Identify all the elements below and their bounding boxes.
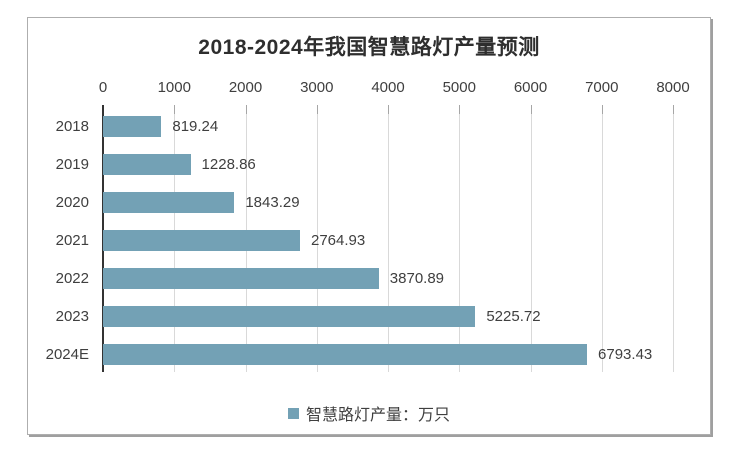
category-label: 2019 — [55, 156, 89, 173]
axis-tick-mark — [673, 105, 674, 114]
category-label: 2024E — [45, 346, 89, 363]
category-label: 2023 — [55, 308, 89, 325]
axis-tick-mark — [174, 105, 176, 114]
axis-tick-mark — [530, 105, 532, 114]
value-label: 819.24 — [172, 118, 219, 135]
bar-row: 2018 819.24 — [28, 105, 678, 143]
gridline — [459, 105, 461, 372]
chart-frame: 2018-2024年我国智慧路灯产量预测 0 1000 2000 3000 4000 50… — [27, 17, 711, 435]
bar — [103, 116, 162, 137]
chart-title: 2018-2024年我国智慧路灯产量预测 — [198, 36, 540, 59]
category-label: 2022 — [55, 270, 89, 287]
category-label: 2021 — [55, 232, 89, 249]
x-tick-label: 7000 — [585, 79, 619, 96]
bar — [103, 154, 191, 175]
category-label: 2018 — [55, 118, 89, 135]
bar — [103, 192, 235, 213]
x-tick-label: 5000 — [442, 79, 476, 96]
bar — [103, 306, 476, 327]
gridline — [601, 105, 603, 372]
gridline — [530, 105, 532, 372]
x-tick-label: 4000 — [371, 79, 405, 96]
bar-row: 2024E 6793.43 — [28, 333, 678, 371]
bar-rows: 2018 819.24 2019 1228.86 2020 1843.29 2021 2764… — [28, 105, 678, 371]
bar-row: 2019 1228.86 — [28, 143, 678, 181]
category-label: 2020 — [55, 194, 89, 211]
legend-marker-icon — [287, 407, 299, 419]
plot-area: 2018 819.24 2019 1228.86 2020 1843.29 2021 2764… — [28, 105, 678, 372]
bar — [103, 230, 300, 251]
x-tick-label: 0 — [98, 79, 108, 96]
legend: 智慧路灯产量：万只 — [28, 401, 710, 425]
gridline — [388, 105, 389, 372]
value-label: 5225.72 — [486, 308, 541, 325]
x-tick-label: 2000 — [228, 79, 263, 96]
bar-row: 2022 3870.89 — [28, 257, 678, 295]
legend-label: 智慧路灯产量：万只 — [305, 407, 450, 424]
bar-row: 2023 5225.72 — [28, 295, 678, 333]
gridline — [673, 105, 674, 372]
value-label: 2764.93 — [311, 232, 366, 249]
x-tick-label: 6000 — [513, 79, 548, 96]
bar — [103, 268, 379, 289]
x-axis-labels: 0 1000 2000 3000 4000 5000 6000 7000 8000 — [28, 79, 710, 99]
axis-tick-mark — [601, 105, 603, 114]
axis-tick-mark — [316, 105, 318, 114]
x-tick-label: 8000 — [656, 79, 690, 96]
axis-tick-mark — [245, 105, 247, 114]
bar — [103, 344, 588, 365]
value-label: 3870.89 — [389, 270, 445, 287]
bar-row: 2020 1843.29 — [28, 181, 678, 219]
gridline — [316, 105, 318, 372]
value-label: 6793.43 — [598, 346, 653, 363]
axis-tick-mark — [388, 105, 389, 114]
x-tick-label: 1000 — [157, 79, 191, 96]
bar-row: 2021 2764.93 — [28, 219, 678, 257]
x-tick-label: 3000 — [300, 79, 334, 96]
value-label: 1843.29 — [245, 194, 300, 211]
axis-tick-mark — [459, 105, 461, 114]
value-label: 1228.86 — [201, 156, 256, 173]
